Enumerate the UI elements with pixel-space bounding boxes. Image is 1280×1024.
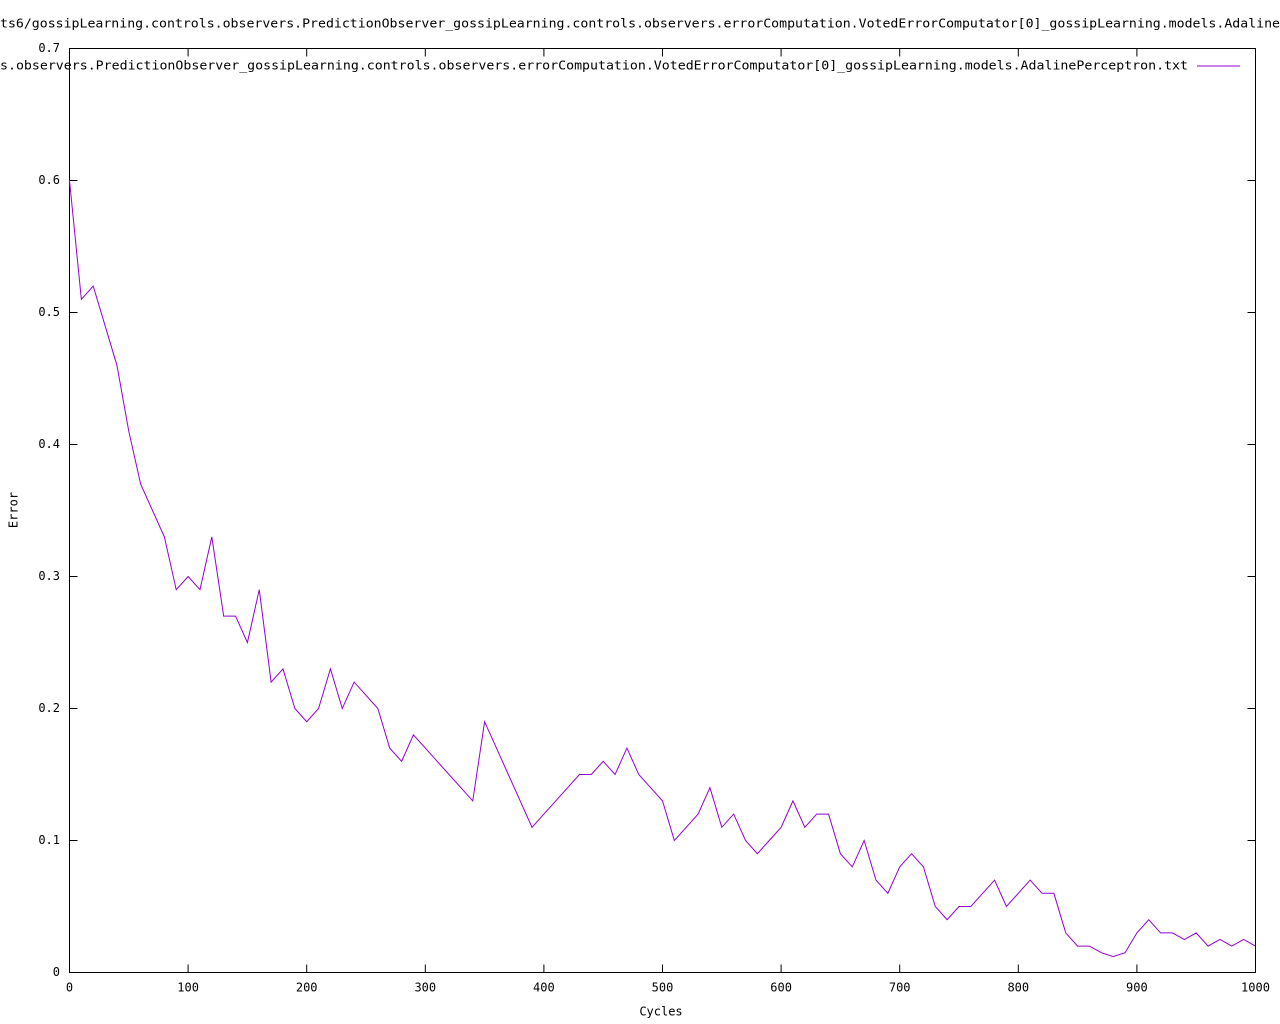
y-tick-label: 0.1 xyxy=(38,833,60,847)
legend-label: s.observers.PredictionObserver_gossipLea… xyxy=(0,59,1188,73)
y-tick-label: 0.4 xyxy=(38,437,60,451)
y-tick-label: 0.3 xyxy=(38,569,60,583)
x-tick-label: 200 xyxy=(296,981,318,995)
x-tick-label: 700 xyxy=(889,981,911,995)
x-tick-label: 100 xyxy=(177,981,199,995)
x-tick-label: 0 xyxy=(66,981,73,995)
x-tick-label: 400 xyxy=(533,981,555,995)
y-tick-label: 0.7 xyxy=(38,41,60,55)
x-tick-label: 900 xyxy=(1126,981,1148,995)
x-tick-label: 1000 xyxy=(1241,981,1270,995)
x-tick-label: 500 xyxy=(652,981,674,995)
x-axis-label: Cycles xyxy=(639,1005,682,1019)
y-tick-label: 0.6 xyxy=(38,173,60,187)
plot-frame xyxy=(69,48,1256,973)
y-tick-label: 0 xyxy=(53,965,60,979)
y-tick-label: 0.5 xyxy=(38,305,60,319)
data-line xyxy=(69,180,1256,958)
x-tick-label: 600 xyxy=(770,981,792,995)
y-tick-label: 0.2 xyxy=(38,701,60,715)
x-tick-label: 300 xyxy=(414,981,436,995)
x-tick-label: 800 xyxy=(1007,981,1029,995)
chart-title: ts6/gossipLearning.controls.observers.Pr… xyxy=(0,17,1280,31)
y-axis-label: Error xyxy=(7,492,21,528)
